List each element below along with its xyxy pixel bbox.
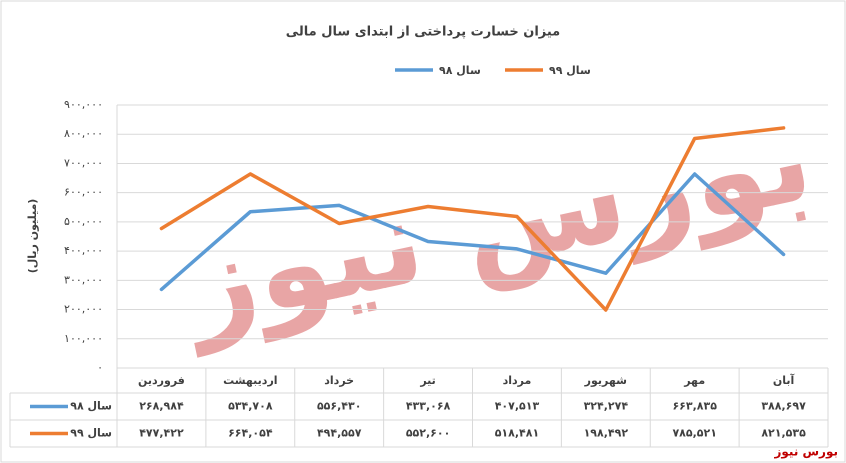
table-value: ۵۳۴,۷۰۸ [228,400,273,413]
source: بورس نیوز [773,445,838,460]
x-tick-label: شهریور [584,374,627,387]
table-value: ۸۲۱,۵۳۵ [761,427,806,440]
table-value: ۵۵۶,۴۳۰ [317,400,361,413]
table-value: ۴۹۴,۵۵۷ [317,427,362,440]
x-tick-label: خرداد [324,374,354,387]
y-tick-label: ۱۰۰,۰۰۰ [64,332,103,345]
y-tick-label: ۴۰۰,۰۰۰ [64,244,103,257]
x-tick-label: فروردین [138,374,185,387]
table-value: ۵۱۸,۴۸۱ [495,427,539,440]
table-value: ۲۶۸,۹۸۴ [139,400,184,413]
table-value: ۱۹۸,۴۹۲ [584,427,629,440]
table-series-name: سال ۹۸ [70,400,112,413]
table-series-name: سال ۹۹ [70,427,112,440]
x-tick-label: تیر [419,374,435,387]
table-value: ۴۳۳,۰۶۸ [406,400,451,413]
table-value: ۳۸۸,۶۹۷ [761,400,806,413]
y-tick-label: ۵۰۰,۰۰۰ [64,215,103,228]
y-tick-label: ۸۰۰,۰۰۰ [64,127,103,140]
y-tick-label: ۷۰۰,۰۰۰ [64,156,103,169]
y-tick-label: ۲۰۰,۰۰۰ [64,303,103,316]
table-value: ۷۸۵,۵۲۱ [672,427,716,440]
table-value: ۴۰۷,۵۱۳ [495,400,540,413]
y-tick-label: ۳۰۰,۰۰۰ [64,273,103,286]
table-value: ۶۶۴,۰۵۴ [228,427,273,440]
y-tick-label: ۶۰۰,۰۰۰ [64,186,103,199]
table-value: ۳۲۴,۲۷۴ [584,400,629,413]
chart-title: میزان خسارت پرداختی از ابتدای سال مالی [286,25,560,40]
legend-label: سال ۹۸ [439,64,481,77]
table-value: ۵۵۲,۶۰۰ [406,427,450,440]
table-value: ۴۷۷,۴۲۲ [139,427,184,440]
y-tick-label: ۹۰۰,۰۰۰ [64,98,103,111]
table-value: ۶۶۳,۸۳۵ [672,400,717,413]
x-tick-label: مرداد [503,374,532,387]
series-line [159,126,786,312]
x-tick-label: اردیبهشت [223,374,277,387]
legend-label: سال ۹۹ [549,64,591,77]
x-tick-label: آبان [773,373,795,387]
y-axis-label: (میلیون ریال) [26,199,39,274]
y-tick-label: ۰ [97,361,103,374]
series-line [159,172,786,292]
x-tick-label: مهر [683,374,705,387]
